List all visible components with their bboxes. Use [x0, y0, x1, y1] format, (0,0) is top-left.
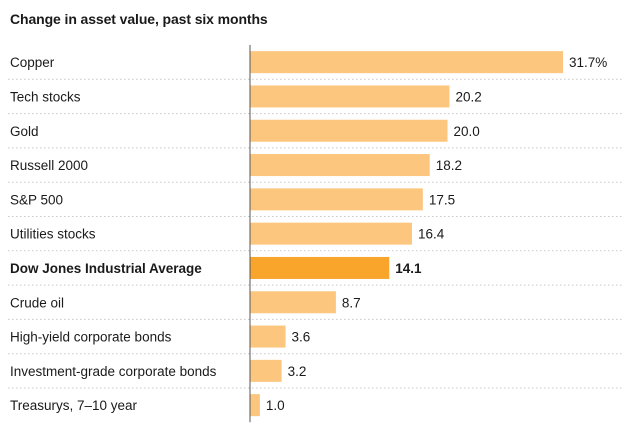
bar	[250, 85, 450, 108]
bar	[250, 256, 390, 279]
bar	[250, 291, 336, 314]
chart-title: Change in asset value, past six months	[10, 11, 268, 27]
category-label: Copper	[10, 55, 55, 70]
category-label: Treasurys, 7–10 year	[10, 398, 138, 413]
value-label: 3.6	[292, 330, 311, 345]
bar	[250, 188, 423, 211]
category-label: Russell 2000	[10, 158, 88, 173]
category-label: High-yield corporate bonds	[10, 330, 172, 345]
value-label: 20.2	[455, 89, 481, 104]
category-label: Gold	[10, 124, 39, 139]
value-label: 17.5	[429, 192, 455, 207]
bar	[250, 222, 412, 245]
value-label: 20.0	[454, 124, 480, 139]
bar	[250, 394, 260, 417]
value-label: 16.4	[418, 227, 445, 242]
value-label: 3.2	[288, 364, 307, 379]
category-label: Tech stocks	[10, 89, 81, 104]
value-label: 14.1	[395, 261, 422, 276]
category-label: Investment-grade corporate bonds	[10, 364, 217, 379]
category-label: Utilities stocks	[10, 227, 96, 242]
bar	[250, 51, 564, 74]
bar	[250, 359, 282, 382]
bar	[250, 119, 448, 142]
bar	[250, 154, 430, 177]
category-label: S&P 500	[10, 192, 63, 207]
value-label: 31.7%	[569, 55, 607, 70]
value-label: 18.2	[436, 158, 462, 173]
category-label: Crude oil	[10, 295, 64, 310]
value-label: 1.0	[266, 398, 285, 413]
category-label: Dow Jones Industrial Average	[10, 261, 202, 276]
value-label: 8.7	[342, 295, 361, 310]
bar	[250, 325, 286, 348]
